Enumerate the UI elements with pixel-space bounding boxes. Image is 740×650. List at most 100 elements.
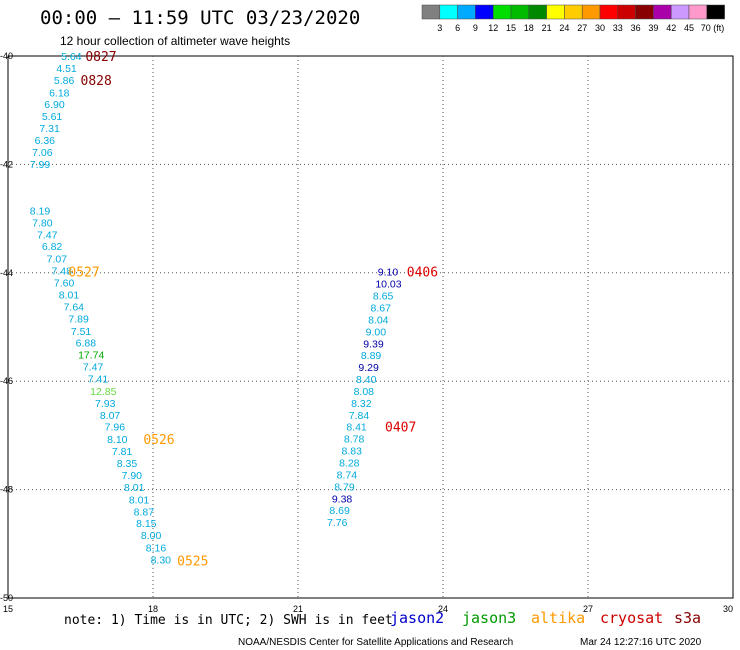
wave-height-value: 7.64 xyxy=(64,301,85,313)
wave-height-value: 8.40 xyxy=(356,374,377,386)
colorbar-label: 6 xyxy=(455,23,460,33)
plot-frame xyxy=(7,55,734,599)
colorbar-swatch xyxy=(581,4,601,20)
colorbar-swatch xyxy=(564,4,583,20)
wave-height-value: 6.18 xyxy=(49,87,70,99)
colorbar-label: 30 xyxy=(595,23,605,33)
wave-height-value: 8.01 xyxy=(124,482,145,494)
pass-time-label: 0407 xyxy=(385,421,416,436)
wave-height-value: 7.81 xyxy=(112,446,133,458)
pass-time-label: 0406 xyxy=(407,266,438,281)
colorbar-swatch xyxy=(546,4,565,20)
wave-height-value: 5.64 xyxy=(61,51,82,63)
pass-time-label: 0526 xyxy=(143,433,174,448)
wave-height-value: 7.07 xyxy=(47,254,68,266)
y-tick-label: -48 xyxy=(0,485,13,495)
colorbar-swatch xyxy=(475,4,494,20)
wave-height-value: 7.47 xyxy=(83,362,104,374)
wave-height-value: 8.74 xyxy=(337,469,358,481)
wave-height-value: 6.82 xyxy=(42,241,63,253)
colorbar-label: 70 (ft) xyxy=(701,23,725,33)
wave-height-value: 8.10 xyxy=(107,434,128,446)
plot-area: 15 18 21 24 27 30-40-42-44-46-48-50 5.644.515… xyxy=(0,50,734,614)
wave-height-value: 5.86 xyxy=(54,75,75,87)
colorbar-swatch xyxy=(457,4,476,20)
x-tick-label: 30 xyxy=(723,604,733,614)
wave-height-value: 7.60 xyxy=(54,278,75,290)
colorbar-label: 24 xyxy=(559,23,569,33)
y-tick-label: -46 xyxy=(0,376,13,386)
pass-time-label: 0827 xyxy=(85,50,116,65)
wave-height-value: 8.69 xyxy=(329,505,350,517)
y-tick-label: -42 xyxy=(0,159,13,169)
wave-height-value: 4.51 xyxy=(56,63,77,75)
wave-height-value: 12.85 xyxy=(90,386,116,398)
colorbar-legend: 3 6 9 12 15 18 21 24 27 30 33 36 39 42 45 70 (ft) xyxy=(421,4,725,33)
wave-height-value: 9.39 xyxy=(363,338,384,350)
satellite-legend-cryosat: cryosat xyxy=(600,609,663,627)
satellite-legend-s3a: s3a xyxy=(674,609,701,627)
wave-height-value: 8.89 xyxy=(361,350,382,362)
wave-height-value: 8.78 xyxy=(344,434,365,446)
colorbar-swatch xyxy=(510,4,530,20)
x-tick-label: 18 xyxy=(148,604,158,614)
colorbar-label: 15 xyxy=(506,23,516,33)
colorbar-label: 39 xyxy=(648,23,658,33)
wave-height-value: 9.10 xyxy=(378,267,399,279)
wave-height-value: 7.76 xyxy=(327,517,348,529)
colorbar-label: 12 xyxy=(488,23,498,33)
pass-time-label: 0527 xyxy=(68,266,99,281)
pass-time-label: 0525 xyxy=(177,555,208,570)
colorbar-swatch xyxy=(421,4,441,20)
colorbar-label: 42 xyxy=(666,23,676,33)
wave-height-value: 7.47 xyxy=(37,229,58,241)
colorbar-swatch xyxy=(599,4,619,20)
footer-timestamp: Mar 24 12:27:16 UTC 2020 xyxy=(580,637,702,648)
chart-subtitle: 12 hour collection of altimeter wave hei… xyxy=(60,34,290,48)
wave-height-value: 7.89 xyxy=(68,313,89,325)
wave-height-value: 6.88 xyxy=(76,338,97,350)
wave-height-value: 8.30 xyxy=(151,555,172,567)
colorbar-label: 21 xyxy=(542,23,552,33)
satellite-legend-altika: altika xyxy=(531,609,585,627)
pass-time-label: 0828 xyxy=(81,74,112,89)
wave-height-value: 9.38 xyxy=(332,493,353,505)
colorbar-swatch xyxy=(635,4,654,20)
y-tick-label: -50 xyxy=(0,593,13,603)
wave-height-value: 8.08 xyxy=(354,386,375,398)
wave-height-value: 8.16 xyxy=(146,543,167,555)
x-tick-label: 15 xyxy=(3,604,13,614)
wave-height-value: 6.36 xyxy=(35,135,56,147)
wave-height-value: 8.79 xyxy=(334,481,355,493)
wave-height-value: 7.31 xyxy=(39,123,60,135)
grid-lines xyxy=(7,55,734,599)
colorbar-swatch xyxy=(617,4,636,20)
wave-height-value: 8.65 xyxy=(373,291,394,303)
colorbar-label: 27 xyxy=(577,23,587,33)
y-tick-label: -40 xyxy=(0,51,13,61)
wave-height-value: 8.28 xyxy=(339,458,360,470)
wave-height-value: 8.01 xyxy=(129,494,150,506)
x-tick-label: 27 xyxy=(583,604,593,614)
pass-time-labels: 0827 0828 0527 0526 0525 0406 0407 xyxy=(68,50,438,570)
x-tick-label: 24 xyxy=(438,604,448,614)
wave-height-value: 7.51 xyxy=(71,326,92,338)
wave-height-value: 7.93 xyxy=(95,398,116,410)
colorbar-swatch xyxy=(653,4,672,20)
colorbar-label: 18 xyxy=(524,23,534,33)
wave-height-value: 8.19 xyxy=(30,205,51,217)
wave-height-value: 7.84 xyxy=(349,410,370,422)
colorbar-label: 9 xyxy=(473,23,478,33)
footer-note: note: 1) Time is in UTC; 2) SWH is in fe… xyxy=(64,613,393,628)
colorbar-swatch xyxy=(670,4,690,20)
wave-height-value: 7.41 xyxy=(88,373,109,385)
chart-title: 00:00 – 11:59 UTC 03/23/2020 xyxy=(40,7,360,29)
wave-height-value: 9.00 xyxy=(366,326,387,338)
wave-height-value: 8.01 xyxy=(59,289,80,301)
wave-height-value: 7.96 xyxy=(105,422,126,434)
axis-ticks: 15 18 21 24 27 30 -40 -42 -44 -46 -48 -50 xyxy=(0,51,733,614)
wave-height-value: 10.03 xyxy=(375,279,401,291)
wave-height-value: 6.90 xyxy=(44,99,65,111)
colorbar-label: 36 xyxy=(631,23,641,33)
